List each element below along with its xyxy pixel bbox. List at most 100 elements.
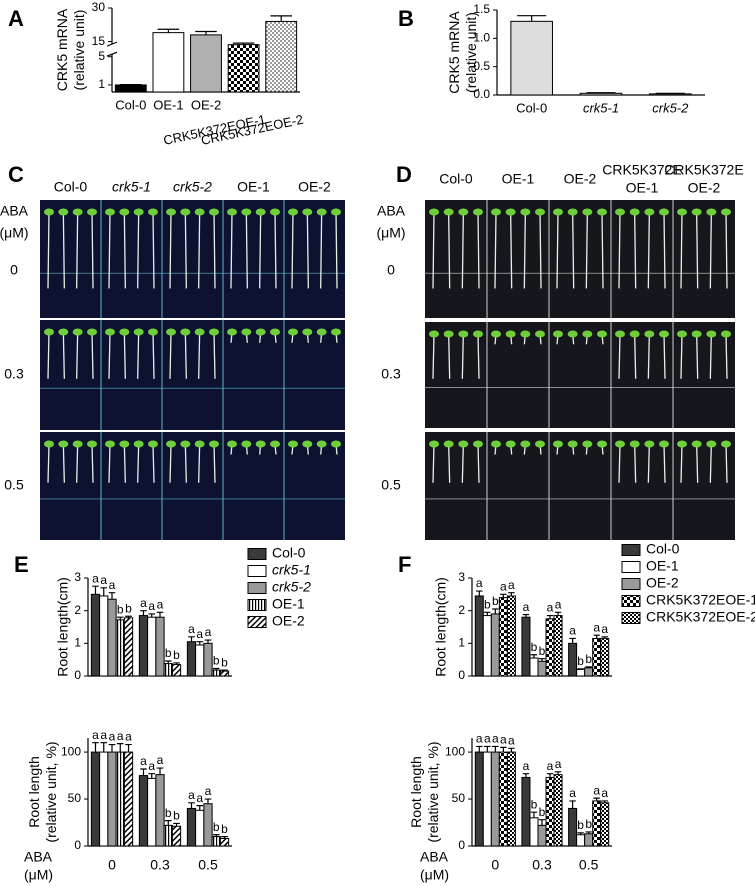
bar (107, 598, 117, 677)
seedling-leaf (87, 440, 97, 448)
error-bar (492, 608, 499, 614)
seedling-leaf (535, 440, 545, 448)
seedling-leaf (721, 330, 731, 338)
panel-label: F (398, 552, 411, 577)
row-label: 0.5 (381, 477, 401, 493)
bar (186, 807, 197, 847)
error-bar (538, 819, 546, 826)
legend-label: crk5-1 (272, 562, 311, 578)
significance-letter: a (508, 578, 515, 592)
seedling-leaf (288, 328, 298, 336)
error-bar (92, 585, 99, 595)
error-bar (476, 745, 483, 753)
bar (163, 663, 173, 677)
bar (498, 597, 508, 677)
bar (537, 824, 547, 847)
significance-letter: b (165, 646, 172, 660)
seedling-leaf (721, 440, 731, 448)
seedling-root (184, 211, 187, 289)
column-header: OE-1 (502, 171, 535, 187)
significance-letter: a (188, 788, 195, 802)
bar (521, 616, 531, 677)
y-tick-label: 1.0 (473, 31, 490, 45)
significance-letter: b (484, 597, 491, 611)
error-bar (500, 593, 507, 598)
seedling-root (184, 331, 187, 379)
seedling-root (494, 211, 497, 289)
seedling-root (152, 331, 155, 379)
seedling-root (47, 211, 50, 289)
x-tick-label: 0 (491, 857, 499, 873)
y-tick-label: 3 (458, 570, 465, 584)
bar (123, 751, 134, 847)
bar (203, 642, 213, 677)
seedling-leaf (491, 440, 501, 448)
significance-letter: b (577, 654, 584, 668)
seedling-leaf (567, 208, 578, 216)
seedling-root (725, 333, 728, 379)
seedling-root (198, 211, 201, 289)
axis-break-mark (106, 51, 118, 57)
significance-letter: b (117, 602, 124, 616)
error-bar (108, 743, 116, 753)
seedling-root (213, 331, 216, 379)
bar (506, 595, 516, 677)
seedling-leaf (288, 440, 298, 448)
seedling-root (477, 333, 480, 379)
error-bar (188, 802, 195, 809)
seedling-leaf (535, 208, 545, 216)
column-header: OE-1 (237, 179, 270, 195)
seedling-leaf (133, 328, 144, 336)
seedling-leaf (721, 208, 731, 216)
bar (171, 664, 182, 677)
seedling-photo (425, 432, 735, 540)
y-tick-label: 15 (92, 34, 106, 48)
seedling-leaf (331, 440, 341, 448)
seedling-leaf (582, 330, 593, 338)
seedling-leaf (659, 330, 669, 338)
seedling-root (556, 211, 559, 289)
significance-letter: a (523, 759, 530, 773)
error-bar (593, 797, 600, 801)
error-bar (196, 805, 204, 811)
legend-label: OE-1 (646, 558, 679, 574)
significance-letter: a (196, 627, 203, 641)
seedling-leaf (443, 208, 454, 216)
column-header: Col-0 (439, 171, 473, 187)
bar (265, 20, 298, 93)
bar (190, 34, 222, 93)
significance-letter: a (484, 732, 491, 746)
seedling-root (62, 211, 65, 289)
bar (529, 657, 539, 677)
bar (474, 595, 484, 677)
significance-letter: b (539, 805, 546, 819)
panel-label: B (398, 6, 414, 31)
legend-swatch (247, 582, 267, 594)
column-header: crk5-1 (112, 179, 151, 195)
seedling-leaf (706, 208, 717, 216)
error-bar (204, 798, 212, 804)
error-bar (530, 654, 538, 659)
legend-swatch (247, 616, 267, 628)
bar (203, 803, 213, 847)
error-bar (173, 822, 180, 827)
bar (600, 802, 610, 847)
seedling-leaf (331, 208, 341, 216)
seedling-leaf (194, 328, 205, 336)
legend-label: Col-0 (272, 545, 306, 561)
seedling-root (572, 211, 575, 289)
error-bar (492, 745, 499, 753)
column-header: OE-2 (564, 171, 597, 187)
panel-label: C (8, 162, 24, 187)
seedling-root (108, 331, 111, 379)
y-tick-label: 1 (74, 636, 81, 650)
legend-label: OE-2 (646, 575, 679, 591)
seedling-leaf (491, 330, 501, 338)
seedling-leaf (209, 440, 219, 448)
seedling-leaf (194, 208, 205, 216)
seedling-root (618, 443, 621, 483)
error-bar (204, 639, 212, 644)
significance-letter: a (555, 597, 562, 611)
seedling-leaf (443, 330, 454, 338)
